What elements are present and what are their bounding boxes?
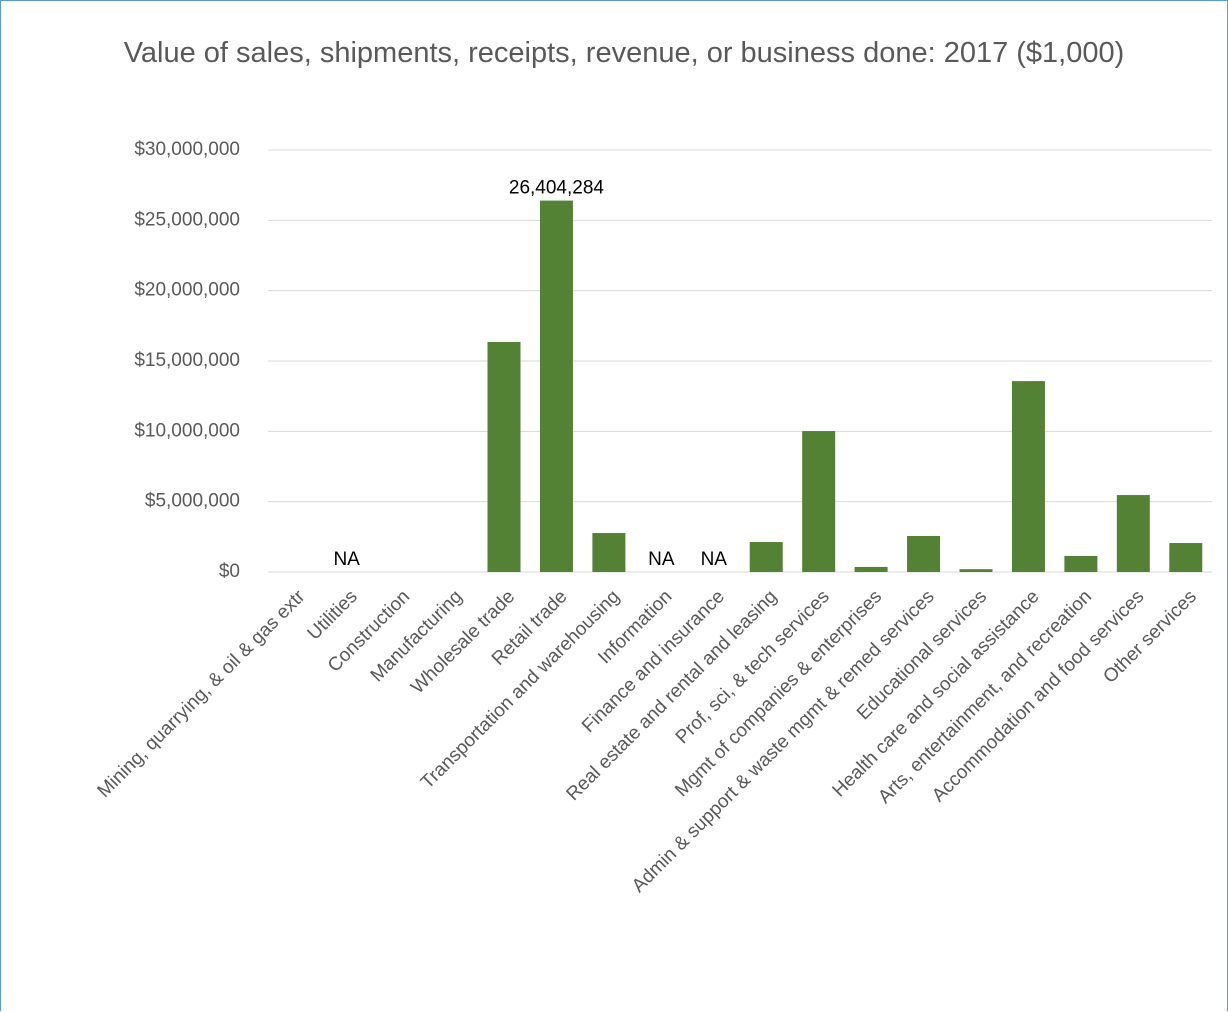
y-tick-label: $0 [219, 561, 240, 582]
y-tick-label: $20,000,000 [134, 280, 240, 301]
bar [487, 342, 521, 572]
x-tick-label: Mining, quarrying, & oil & gas extr [94, 586, 310, 802]
bar [959, 569, 993, 572]
y-tick-label: $10,000,000 [134, 420, 240, 441]
chart-title: Value of sales, shipments, receipts, rev… [123, 37, 1125, 69]
y-tick-label: $30,000,000 [134, 139, 240, 160]
y-tick-label: $5,000,000 [145, 491, 240, 512]
bar [592, 533, 626, 572]
bar [749, 542, 783, 572]
data-label: NA [701, 549, 728, 570]
x-tick-label: Manufacturing [367, 586, 467, 686]
x-tick-label: Other services [1099, 586, 1200, 687]
bar [854, 566, 888, 572]
bar [539, 200, 573, 572]
data-label: NA [648, 549, 675, 570]
bar [1011, 381, 1045, 572]
data-label: 26,404,284 [509, 178, 605, 199]
bar [1169, 543, 1203, 572]
y-tick-label: $15,000,000 [134, 350, 240, 371]
bar [1116, 495, 1150, 572]
bar [1064, 555, 1098, 572]
y-tick-label: $25,000,000 [134, 209, 240, 230]
data-label: NA [333, 549, 360, 570]
bar [907, 535, 941, 572]
bar [802, 431, 836, 572]
